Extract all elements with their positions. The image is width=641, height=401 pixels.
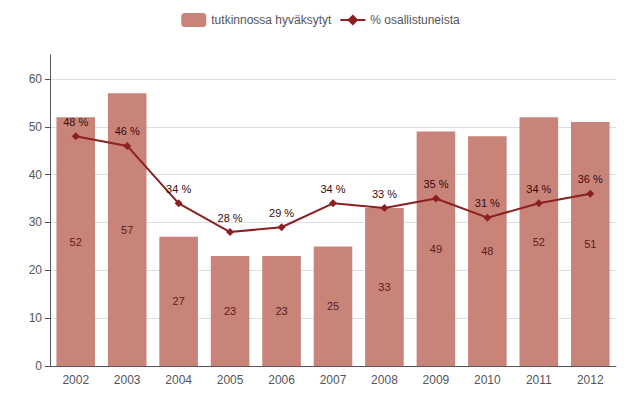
svg-text:36 %: 36 % — [578, 173, 603, 185]
svg-text:52: 52 — [70, 236, 82, 248]
svg-text:2012: 2012 — [577, 373, 604, 387]
svg-text:51: 51 — [584, 238, 596, 250]
svg-text:tutkinnossa hyväksytyt: tutkinnossa hyväksytyt — [211, 13, 332, 27]
svg-text:28 %: 28 % — [218, 212, 243, 224]
svg-text:23: 23 — [224, 305, 236, 317]
svg-text:2005: 2005 — [217, 373, 244, 387]
svg-text:23: 23 — [275, 305, 287, 317]
svg-text:2009: 2009 — [423, 373, 450, 387]
svg-text:2011: 2011 — [526, 373, 552, 387]
svg-text:2004: 2004 — [165, 373, 192, 387]
svg-text:2007: 2007 — [320, 373, 347, 387]
svg-text:2010: 2010 — [474, 373, 501, 387]
svg-text:50: 50 — [29, 120, 43, 134]
svg-text:25: 25 — [327, 300, 339, 312]
svg-text:2006: 2006 — [268, 373, 295, 387]
svg-text:0: 0 — [35, 359, 42, 373]
svg-text:33: 33 — [378, 281, 390, 293]
svg-text:34 %: 34 % — [526, 183, 551, 195]
svg-text:35 %: 35 % — [423, 178, 448, 190]
svg-text:% osallistuneista: % osallistuneista — [370, 13, 460, 27]
svg-text:29 %: 29 % — [269, 207, 294, 219]
svg-text:33 %: 33 % — [372, 188, 397, 200]
svg-text:34 %: 34 % — [166, 183, 191, 195]
svg-text:48 %: 48 % — [63, 116, 88, 128]
svg-text:52: 52 — [533, 236, 545, 248]
svg-text:49: 49 — [430, 243, 442, 255]
svg-text:60: 60 — [29, 72, 43, 86]
svg-text:34 %: 34 % — [320, 183, 345, 195]
svg-text:27: 27 — [173, 295, 185, 307]
svg-text:31 %: 31 % — [475, 197, 500, 209]
svg-text:2002: 2002 — [62, 373, 89, 387]
svg-text:30: 30 — [29, 215, 43, 229]
svg-text:10: 10 — [29, 311, 43, 325]
svg-text:2003: 2003 — [114, 373, 141, 387]
svg-text:46 %: 46 % — [115, 125, 140, 137]
svg-text:2008: 2008 — [371, 373, 398, 387]
svg-text:48: 48 — [481, 245, 493, 257]
svg-text:20: 20 — [29, 263, 43, 277]
svg-text:57: 57 — [121, 224, 133, 236]
svg-text:40: 40 — [29, 168, 43, 182]
